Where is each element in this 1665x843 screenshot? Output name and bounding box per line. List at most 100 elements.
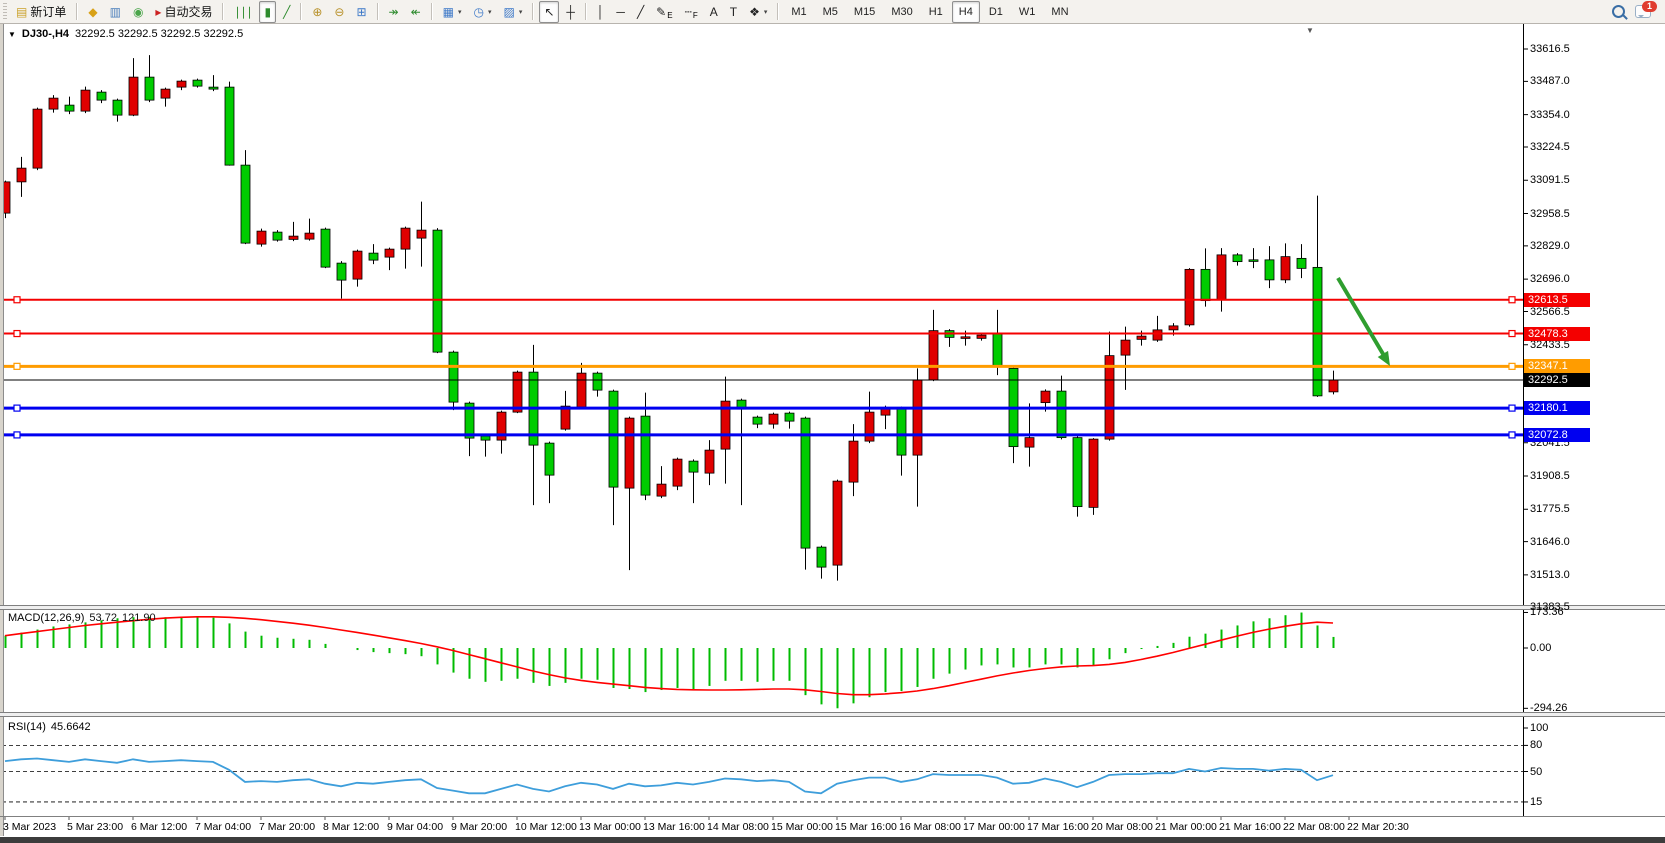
dropdown-caret-icon[interactable]: ▾	[763, 8, 768, 16]
add-indicator-button[interactable]: ▦ ▾	[438, 1, 467, 23]
line-handle[interactable]	[1508, 296, 1516, 304]
line-handle[interactable]	[13, 329, 21, 338]
candle-body[interactable]	[288, 235, 299, 240]
candle-body[interactable]	[752, 416, 763, 425]
candle-body[interactable]	[1168, 325, 1179, 331]
crosshair-button[interactable]: ┼	[561, 1, 580, 23]
timeframe-d1-button[interactable]: D1	[988, 5, 1003, 18]
candle-body[interactable]	[1280, 256, 1291, 281]
candle-body[interactable]	[656, 483, 667, 497]
candle-body[interactable]	[1232, 254, 1243, 263]
metaeditor-button[interactable]: ◆	[83, 1, 102, 23]
templates-button[interactable]: ▨ ▾	[498, 1, 527, 23]
equidistant-channel-button[interactable]: ✎ E	[651, 1, 677, 23]
chart-candles-button[interactable]: ▮	[259, 0, 277, 23]
candle-body[interactable]	[1152, 329, 1163, 341]
candle-body[interactable]	[848, 440, 859, 483]
candle-body[interactable]	[624, 417, 635, 489]
candle-body[interactable]	[688, 460, 699, 473]
horizontal-line-button[interactable]: ─	[611, 1, 630, 23]
timeframe-m15-button[interactable]: M15	[853, 5, 876, 18]
text-button[interactable]: A	[705, 1, 723, 23]
candle-body[interactable]	[64, 104, 75, 112]
line-handle[interactable]	[13, 404, 21, 412]
candle-body[interactable]	[1024, 437, 1035, 448]
candle-body[interactable]	[1216, 254, 1227, 301]
dropdown-caret-icon[interactable]: ▾	[487, 8, 492, 16]
candle-body[interactable]	[1312, 266, 1323, 397]
candle-body[interactable]	[144, 76, 155, 101]
candle-body[interactable]	[416, 229, 427, 239]
candle-body[interactable]	[352, 250, 363, 280]
candle-body[interactable]	[1248, 259, 1259, 262]
support-price-badge[interactable]: 32180.1	[1524, 401, 1590, 416]
candle-body[interactable]	[496, 411, 507, 441]
candle-body[interactable]	[80, 89, 91, 112]
candle-body[interactable]	[816, 546, 827, 568]
pivot-price-badge[interactable]: 32347.1	[1524, 359, 1590, 374]
chart-shift-button[interactable]: ↞	[406, 1, 426, 23]
candle-body[interactable]	[128, 76, 139, 116]
arrows-button[interactable]: ❖ ▾	[744, 1, 772, 23]
candle-body[interactable]	[1040, 390, 1051, 404]
candle-body[interactable]	[1296, 257, 1307, 269]
line-handle[interactable]	[1508, 329, 1516, 338]
zoom-out-button[interactable]: ⊖	[329, 1, 349, 23]
candle-body[interactable]	[512, 371, 523, 413]
candle-body[interactable]	[272, 231, 283, 241]
candle-body[interactable]	[720, 400, 731, 450]
candle-body[interactable]	[640, 415, 651, 496]
candle-body[interactable]	[832, 480, 843, 566]
collapse-icon[interactable]: ▼	[8, 29, 16, 39]
timeframe-m1-button[interactable]: M1	[791, 5, 807, 18]
dropdown-caret-icon[interactable]: ▾	[457, 8, 462, 16]
sell-arrow-annotation[interactable]	[1336, 276, 1388, 361]
candle-body[interactable]	[32, 108, 43, 169]
new-order-button[interactable]: ▤ 新订单	[11, 1, 71, 23]
candle-body[interactable]	[1264, 259, 1275, 281]
candle-body[interactable]	[96, 91, 107, 101]
candle-body[interactable]	[16, 167, 27, 183]
notifications-icon[interactable]: 1	[1635, 1, 1657, 18]
candle-body[interactable]	[1088, 438, 1099, 508]
line-handle[interactable]	[13, 362, 21, 370]
candle-body[interactable]	[672, 458, 683, 487]
auto-scroll-button[interactable]: ↠	[384, 1, 404, 23]
candle-body[interactable]	[1328, 379, 1339, 393]
candle-body[interactable]	[704, 449, 715, 474]
candle-body[interactable]	[368, 252, 379, 261]
candle-body[interactable]	[240, 164, 251, 244]
candle-body[interactable]	[592, 372, 603, 391]
vertical-line-button[interactable]: │	[592, 1, 610, 23]
candle-body[interactable]	[448, 351, 459, 403]
support-price-badge[interactable]: 32072.8	[1524, 427, 1590, 442]
candle-body[interactable]	[1184, 268, 1195, 326]
candle-body[interactable]	[784, 412, 795, 422]
main-macd-splitter[interactable]	[0, 605, 1665, 610]
candle-body[interactable]	[208, 86, 219, 90]
timeframe-mn-button[interactable]: MN	[1051, 5, 1069, 18]
candle-body[interactable]	[992, 332, 1003, 367]
candle-body[interactable]	[800, 417, 811, 549]
line-handle[interactable]	[1508, 362, 1516, 370]
tile-windows-button[interactable]: ⊞	[351, 1, 371, 23]
candle-body[interactable]	[432, 229, 443, 353]
candle-body[interactable]	[464, 402, 475, 439]
candle-body[interactable]	[608, 390, 619, 488]
candle-body[interactable]	[304, 232, 315, 240]
candle-body[interactable]	[192, 79, 203, 87]
candle-body[interactable]	[896, 407, 907, 456]
timeframe-h1-button[interactable]: H1	[928, 5, 943, 18]
candle-body[interactable]	[112, 99, 123, 116]
candle-body[interactable]	[560, 405, 571, 430]
candle-body[interactable]	[48, 97, 59, 110]
signals-button[interactable]: ◉	[128, 1, 148, 23]
autotrade-button[interactable]: ▸ 自动交易	[150, 1, 217, 23]
line-handle[interactable]	[1508, 404, 1516, 412]
candle-body[interactable]	[176, 80, 187, 88]
zoom-in-button[interactable]: ⊕	[307, 1, 327, 23]
search-icon[interactable]	[1612, 5, 1625, 18]
resistance-price-badge[interactable]: 32478.3	[1524, 326, 1590, 341]
candle-body[interactable]	[224, 86, 235, 166]
